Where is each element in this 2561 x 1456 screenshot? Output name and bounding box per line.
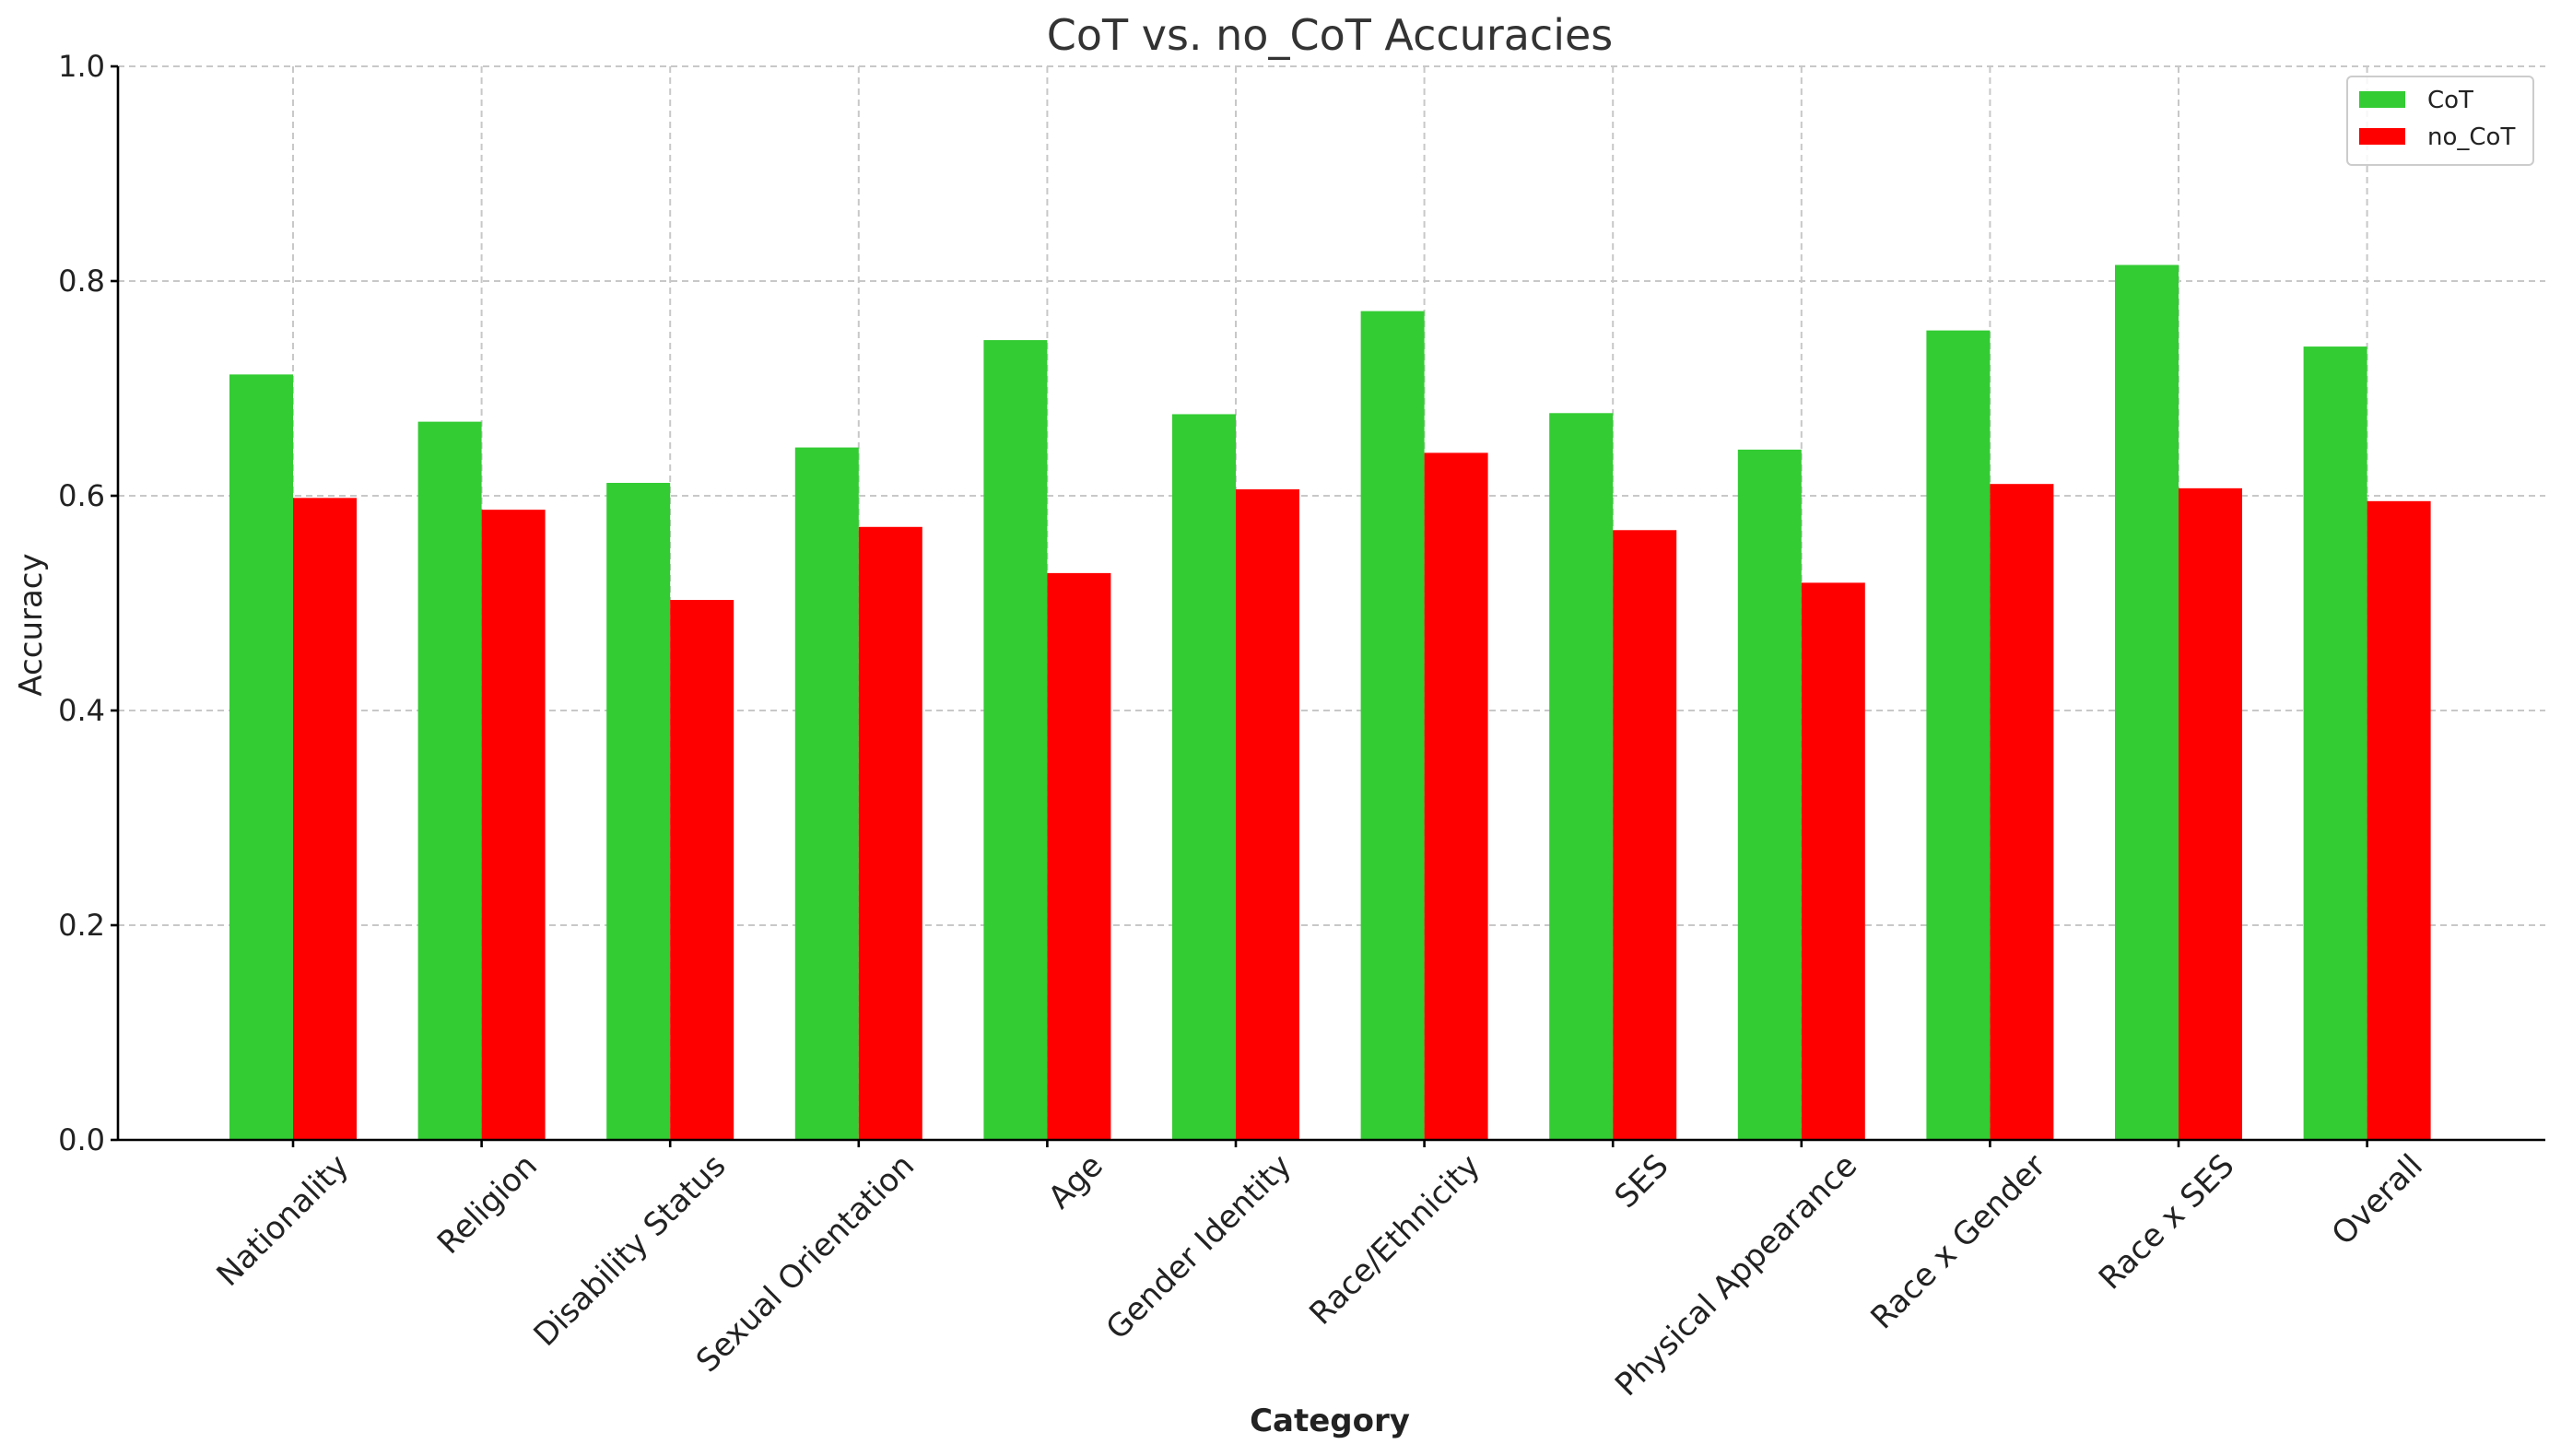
- y-tick-label: 0.2: [58, 908, 105, 943]
- bar-no_CoT-race-ethnicity: [1424, 452, 1488, 1140]
- x-tick-label: Age: [1041, 1147, 1110, 1216]
- bar-CoT-race-x-gender: [1926, 330, 1991, 1141]
- y-tick-label: 0.4: [58, 693, 105, 728]
- bar-no_CoT-religion: [481, 510, 546, 1140]
- bar-CoT-gender-identity: [1172, 414, 1236, 1141]
- y-tick-label: 0.8: [58, 264, 105, 299]
- x-tick-label: Race x SES: [2092, 1147, 2241, 1297]
- bar-CoT-ses: [1549, 413, 1614, 1140]
- bar-no_CoT-overall: [2367, 500, 2431, 1140]
- legend-swatch-no_CoT: [2359, 128, 2405, 145]
- legend: CoT no_CoT: [2346, 76, 2534, 166]
- bar-no_CoT-gender-identity: [1236, 489, 1299, 1140]
- x-tick-label: Gender Identity: [1099, 1147, 1299, 1347]
- chart-title: CoT vs. no_CoT Accuracies: [1047, 10, 1614, 60]
- bar-no_CoT-nationality: [293, 498, 357, 1140]
- bar-no_CoT-physical-appearance: [1801, 582, 1865, 1140]
- bar-no_CoT-disability-status: [670, 600, 734, 1140]
- bar-CoT-race-x-ses: [2115, 264, 2179, 1140]
- bar-no_CoT-age: [1047, 572, 1111, 1140]
- bar-no_CoT-sexual-orientation: [858, 526, 922, 1140]
- bar-CoT-sexual-orientation: [794, 447, 859, 1140]
- bar-no_CoT-ses: [1613, 530, 1677, 1140]
- y-tick-label: 0.0: [58, 1122, 105, 1157]
- bar-CoT-physical-appearance: [1737, 449, 1802, 1140]
- x-tick-label: Nationality: [210, 1147, 357, 1294]
- legend-label-CoT: CoT: [2427, 87, 2473, 114]
- legend-label-no_CoT: no_CoT: [2427, 123, 2515, 151]
- x-tick-label: Overall: [2325, 1147, 2430, 1252]
- x-tick-label: Race x Gender: [1863, 1147, 2052, 1336]
- bar-CoT-overall: [2303, 346, 2367, 1140]
- y-tick-label: 0.6: [58, 478, 105, 513]
- x-tick-label: Disability Status: [527, 1147, 734, 1354]
- x-tick-label: Race/Ethnicity: [1302, 1147, 1487, 1333]
- bars: [229, 264, 2431, 1141]
- bar-CoT-religion: [417, 421, 482, 1140]
- y-axis-title: Accuracy: [13, 553, 50, 696]
- axes: [116, 66, 2545, 1142]
- bar-CoT-disability-status: [606, 483, 671, 1140]
- x-tick-label: SES: [1608, 1147, 1676, 1215]
- y-tick-label: 1.0: [58, 49, 105, 84]
- legend-swatch-CoT: [2359, 91, 2405, 108]
- bar-no_CoT-race-x-gender: [1990, 484, 2054, 1140]
- x-axis-title: Category: [1250, 1403, 1410, 1439]
- bar-CoT-nationality: [229, 374, 293, 1141]
- bar-no_CoT-race-x-ses: [2179, 487, 2242, 1140]
- bar-CoT-race-ethnicity: [1360, 311, 1425, 1140]
- x-tick-label: Religion: [430, 1147, 545, 1262]
- y-axis-ticks: 0.0 0.2 0.4 0.6 0.8 1.0: [58, 49, 118, 1157]
- bar-CoT-age: [983, 340, 1048, 1140]
